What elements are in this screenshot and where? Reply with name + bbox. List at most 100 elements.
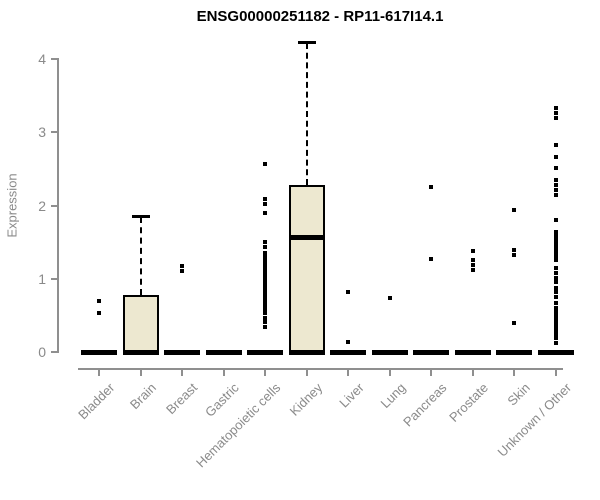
x-axis-category-label: Kidney: [286, 380, 326, 419]
outlier-point: [263, 256, 267, 261]
outlier-point: [512, 253, 516, 258]
x-axis-line: [78, 368, 563, 370]
x-axis-category-label: Skin: [504, 380, 533, 409]
y-axis-tick: [51, 131, 57, 134]
outlier-point: [97, 311, 101, 316]
outlier-point: [553, 238, 558, 243]
whisker-cap: [131, 215, 150, 219]
outlier-point: [512, 320, 516, 325]
outlier-point: [553, 218, 558, 223]
min-line: [454, 350, 491, 355]
outlier-point: [553, 265, 558, 270]
outlier-point: [263, 240, 267, 245]
min-line: [122, 350, 159, 355]
outlier-point: [263, 289, 267, 294]
outlier-point: [263, 262, 267, 267]
outlier-point: [263, 325, 267, 330]
outlier-point: [553, 333, 558, 338]
min-line: [288, 350, 325, 355]
outlier-point: [263, 268, 267, 273]
min-line: [164, 350, 200, 355]
y-axis-tick: [51, 277, 57, 280]
outlier-point: [263, 277, 267, 282]
outlier-point: [553, 155, 558, 160]
outlier-point: [263, 254, 267, 259]
y-axis-tick-label: 1: [38, 270, 46, 287]
outlier-point: [553, 314, 558, 319]
x-axis-tick: [98, 370, 100, 376]
outlier-point: [553, 251, 558, 256]
outlier-point: [553, 257, 558, 262]
outlier-point: [553, 116, 558, 121]
outlier-point: [429, 256, 433, 261]
outlier-point: [553, 182, 558, 187]
y-axis-tick-label: 4: [38, 51, 46, 67]
outlier-point: [553, 321, 558, 326]
outlier-point: [180, 269, 184, 274]
outlier-point: [553, 341, 558, 346]
outlier-point: [263, 311, 267, 316]
outlier-point: [346, 339, 350, 344]
outlier-point: [263, 295, 267, 300]
outlier-point: [553, 188, 558, 193]
outlier-point: [553, 276, 558, 281]
outlier-point: [553, 325, 558, 330]
outlier-point: [553, 308, 558, 313]
x-axis-category-label: Pancreas: [400, 380, 450, 430]
y-axis-line: [57, 58, 59, 353]
outlier-point: [263, 271, 267, 276]
outlier-point: [263, 297, 267, 302]
outlier-point: [346, 289, 350, 294]
outlier-point: [553, 245, 558, 250]
outlier-point: [553, 240, 558, 245]
x-axis-tick: [305, 370, 308, 376]
min-line: [496, 350, 532, 355]
outlier-point: [97, 298, 101, 303]
outlier-point: [263, 245, 267, 250]
outlier-point: [263, 251, 267, 256]
y-axis-tick-label: 3: [38, 124, 46, 141]
outlier-point: [180, 264, 184, 269]
whisker-line: [139, 217, 142, 295]
min-line: [371, 350, 408, 355]
outlier-point: [470, 248, 475, 253]
x-axis-tick: [347, 370, 349, 376]
min-line: [205, 350, 242, 355]
outlier-point: [553, 229, 558, 234]
outlier-point: [263, 315, 267, 320]
outlier-point: [553, 328, 558, 333]
x-axis-tick: [222, 370, 225, 376]
outlier-point: [470, 257, 475, 262]
outlier-point: [553, 330, 558, 335]
outlier-point: [387, 295, 392, 300]
y-axis-tick-label: 2: [38, 197, 46, 214]
outlier-point: [263, 303, 267, 308]
outlier-point: [263, 283, 267, 288]
outlier-point: [553, 323, 558, 328]
min-line: [247, 350, 283, 355]
outlier-point: [553, 254, 558, 259]
min-line: [537, 350, 574, 355]
x-axis-tick: [388, 370, 391, 376]
outlier-point: [263, 300, 267, 305]
outlier-point: [263, 292, 267, 297]
outlier-point: [553, 111, 558, 116]
outlier-point: [429, 185, 433, 190]
outlier-point: [470, 267, 475, 272]
outlier-point: [470, 262, 475, 267]
y-axis-tick-label: 0: [38, 344, 46, 360]
x-axis-tick: [471, 370, 474, 376]
outlier-point: [553, 306, 558, 311]
y-axis-tick: [51, 351, 57, 353]
outlier-point: [512, 248, 516, 253]
outlier-point: [553, 232, 558, 237]
x-axis-category-label: Unknown / Other: [494, 380, 575, 460]
x-axis-category-label: Lung: [377, 380, 409, 412]
outlier-point: [263, 202, 267, 207]
outlier-point: [553, 106, 558, 111]
outlier-point: [553, 280, 558, 285]
outlier-point: [512, 207, 516, 212]
whisker-line: [305, 42, 308, 185]
outlier-point: [553, 317, 558, 322]
